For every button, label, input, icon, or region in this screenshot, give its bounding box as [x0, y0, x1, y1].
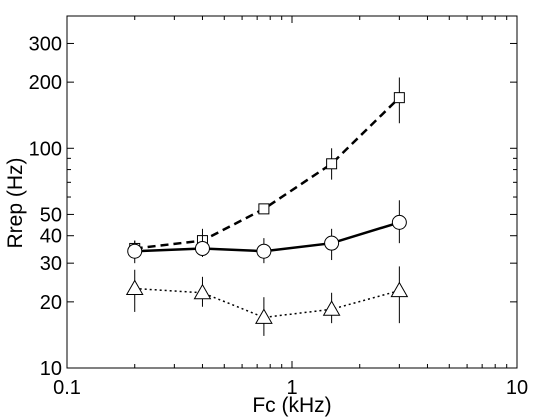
y-tick-label: 200	[29, 72, 62, 94]
y-tick-label: 40	[40, 226, 62, 248]
x-tick-label: 0.1	[53, 377, 81, 399]
circle-marker	[257, 244, 271, 258]
series-line	[135, 289, 400, 318]
square-marker	[327, 159, 337, 169]
circle-marker	[128, 244, 142, 258]
triangle-marker	[194, 285, 210, 299]
plot-area	[67, 16, 517, 368]
y-tick-label: 300	[29, 33, 62, 55]
triangle-marker	[324, 301, 340, 315]
y-tick-label: 50	[40, 204, 62, 226]
series-triangle	[127, 266, 408, 335]
y-tick-label: 20	[40, 292, 62, 314]
series-square	[130, 77, 405, 257]
circle-marker	[325, 236, 339, 250]
series-layer	[127, 77, 408, 335]
y-axis-title: Rrep (Hz)	[4, 157, 27, 248]
x-tick-label: 10	[506, 377, 528, 399]
y-tick-label: 30	[40, 253, 62, 275]
axis-ticks	[67, 16, 517, 368]
circle-marker	[392, 215, 406, 229]
triangle-marker	[256, 309, 272, 323]
y-tick-label: 100	[29, 138, 62, 160]
x-axis-title: Fc (kHz)	[252, 394, 331, 417]
y-tick-label: 10	[40, 358, 62, 380]
triangle-marker	[127, 281, 143, 295]
triangle-marker	[391, 283, 407, 297]
square-marker	[394, 93, 404, 103]
circle-marker	[195, 241, 209, 255]
square-marker	[259, 204, 269, 214]
series-line	[135, 98, 400, 249]
